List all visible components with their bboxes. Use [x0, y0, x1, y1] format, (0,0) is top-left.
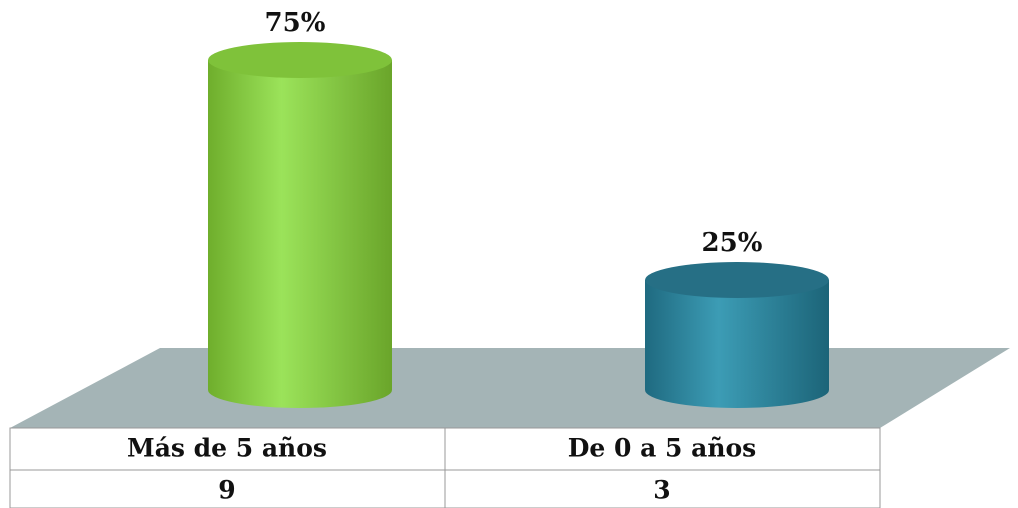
data-label: 75% [265, 8, 326, 38]
bar [645, 280, 829, 408]
bar [208, 60, 392, 408]
count-label: 9 [218, 476, 235, 505]
bar-top [208, 42, 392, 78]
category-label: De 0 a 5 años [568, 434, 757, 463]
category-label: Más de 5 años [127, 434, 327, 463]
count-label: 3 [653, 476, 670, 505]
bar-top [645, 262, 829, 298]
floor [10, 348, 1010, 428]
data-label: 25% [702, 228, 763, 258]
